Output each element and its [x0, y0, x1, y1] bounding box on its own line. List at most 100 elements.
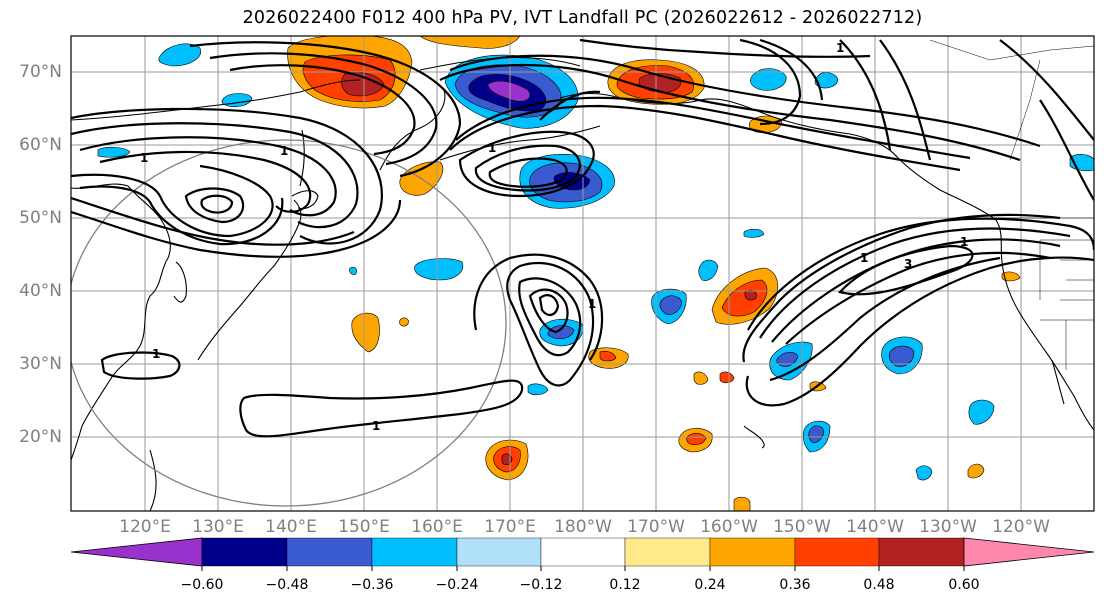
ivt-contour — [209, 52, 438, 166]
coastline-asia — [71, 183, 171, 461]
lat-label: 60°N — [19, 135, 62, 155]
pv-positive-anomaly — [733, 496, 751, 511]
colorbar-tick-label: 0.36 — [779, 577, 811, 593]
lon-label: 130°E — [192, 517, 244, 537]
colorbar-segment — [709, 537, 796, 567]
pv-negative-anomaly — [97, 146, 131, 158]
pv-negative-anomaly — [158, 43, 201, 67]
pv-positive-anomaly — [721, 279, 768, 317]
lon-label: 150°W — [773, 517, 831, 537]
colorbar-tick-label: 0.12 — [609, 577, 641, 593]
pv-positive-anomaly — [341, 72, 385, 97]
ivt-contour — [71, 122, 359, 229]
lon-label: 140°E — [265, 517, 317, 537]
map-title: 2026022400 F012 400 hPa PV, IVT Landfall… — [242, 8, 923, 28]
pv-shading — [97, 36, 1094, 511]
ivt-contour — [759, 227, 1071, 339]
ivt-contour — [239, 379, 524, 438]
ivt-contour — [200, 194, 234, 214]
pv-negative-anomaly — [349, 266, 357, 275]
coastlines — [71, 56, 1094, 511]
ivt-contour — [99, 150, 312, 213]
pv-negative-anomaly — [547, 325, 575, 340]
pv-negative-anomaly — [915, 465, 933, 481]
colorbar-segment — [540, 537, 626, 567]
contour-label: 1 — [960, 235, 968, 249]
ivt-contour — [506, 261, 595, 387]
coastline-philippines — [149, 449, 157, 511]
pv-positive-anomaly — [719, 371, 735, 384]
pv-positive-anomaly — [599, 350, 617, 362]
ivt-contour — [455, 96, 971, 160]
contour-label: 1 — [860, 251, 868, 265]
pv-positive-anomaly — [1001, 271, 1021, 282]
ivt-contour — [189, 41, 462, 178]
ivt-contour — [1039, 99, 1094, 201]
ivt-contour — [539, 90, 601, 121]
contour-label: 1 — [836, 41, 844, 55]
ivt-contour — [473, 253, 604, 361]
pv-positive-anomaly — [967, 463, 985, 479]
colorbar-segment — [286, 537, 373, 567]
ivt-contour — [739, 38, 802, 126]
colorbar-tick-label: −0.60 — [180, 577, 224, 593]
pv-positive-anomaly — [744, 290, 757, 301]
coastline-korea — [173, 261, 187, 303]
colorbar-segment — [201, 537, 288, 567]
lon-label: 120°E — [119, 517, 171, 537]
ivt-contour — [785, 251, 1051, 345]
lat-label: 30°N — [19, 354, 62, 374]
lon-label: 120°W — [992, 517, 1050, 537]
contour-labels: 1 1 1 1 1 3 1 1 1 1 — [140, 41, 968, 433]
pv-positive-anomaly — [419, 36, 521, 49]
ivt-contour — [769, 256, 1001, 382]
pv-negative-anomaly — [487, 80, 531, 102]
ivt-contour — [71, 164, 274, 238]
ivt-contour — [999, 39, 1094, 141]
colorbar-segment — [624, 537, 711, 567]
colorbar-tick-label: −0.48 — [265, 577, 309, 593]
colorbar-tick-label: −0.36 — [350, 577, 394, 593]
lon-label: 170°W — [627, 517, 685, 537]
colorbar — [70, 537, 1095, 571]
contour-label: 1 — [372, 419, 380, 433]
pv-positive-anomaly — [399, 317, 409, 327]
ivt-contour — [71, 196, 355, 246]
pv-negative-anomaly — [808, 425, 825, 443]
ivt-contour — [79, 136, 337, 217]
pv-positive-anomaly — [693, 371, 709, 385]
coastline-japan — [197, 199, 302, 361]
contour-label: 1 — [280, 144, 288, 158]
ivt-contour — [879, 39, 932, 161]
ivt-contour — [579, 38, 871, 58]
lon-label: 140°W — [846, 517, 904, 537]
map-frame — [70, 35, 1095, 512]
contour-label: 1 — [488, 141, 496, 155]
coastline-na-west — [939, 189, 1094, 431]
lon-label: 180°W — [554, 517, 612, 537]
colorbar-max-extend — [963, 537, 1095, 567]
coastline-aleutians — [439, 125, 601, 161]
colorbar-segment — [878, 537, 965, 567]
colorbar-tick-label: −0.24 — [435, 577, 479, 593]
pv-negative-anomaly — [968, 399, 995, 425]
ivt-contour — [449, 104, 961, 172]
pv-negative-anomaly — [750, 68, 787, 91]
coastline-okhotsk — [71, 79, 361, 121]
ivt-contour — [759, 38, 824, 101]
pv-negative-anomaly — [698, 259, 719, 281]
borders — [929, 39, 1094, 370]
pv-negative-anomaly — [527, 383, 549, 396]
lon-label: 160°W — [700, 517, 758, 537]
pv-negative-anomaly — [414, 258, 464, 281]
contour-label: 1 — [140, 151, 148, 165]
ivt-contour — [449, 54, 1041, 148]
pv-positive-anomaly — [686, 432, 707, 446]
lat-label: 50°N — [19, 208, 62, 228]
ivt-contour — [518, 277, 582, 357]
ivt-contour — [839, 39, 892, 151]
colorbar-segment — [456, 537, 542, 567]
coastline-baja — [1051, 359, 1065, 405]
ivt-contour — [488, 157, 568, 188]
